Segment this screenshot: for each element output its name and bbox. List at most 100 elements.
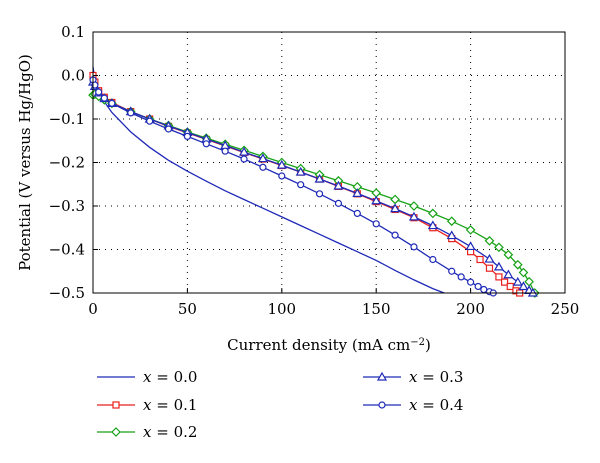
- legend-label: x = 0.3: [409, 368, 463, 386]
- data-point: [429, 255, 437, 264]
- series-3: [87, 76, 538, 297]
- data-point: [427, 208, 438, 219]
- legend-label: x = 0.1: [143, 396, 197, 414]
- data-point: [127, 109, 135, 117]
- data-point: [276, 159, 287, 169]
- data-point: [465, 225, 476, 235]
- legend-item-4: x = 0.4: [363, 396, 463, 414]
- data-point: [314, 173, 325, 183]
- data-point: [518, 267, 529, 278]
- data-point: [164, 125, 173, 133]
- data-point: [297, 181, 305, 189]
- x-axis-title-tail: ): [425, 336, 431, 354]
- legend-marker: [112, 401, 120, 409]
- data-point: [240, 155, 248, 163]
- data-point: [202, 140, 210, 148]
- series-line: [92, 75, 521, 294]
- data-point: [512, 259, 523, 270]
- legend-item-1: x = 0.1: [97, 396, 197, 414]
- data-point: [295, 166, 306, 176]
- legend-item-0: x = 0.0: [97, 368, 197, 386]
- series-4: [89, 76, 497, 297]
- legend-label-var: x: [409, 396, 418, 414]
- grid-lines: [93, 32, 565, 293]
- x-tick-label: 200: [456, 300, 485, 318]
- data-point: [278, 172, 286, 180]
- x-tick-label: 0: [88, 300, 98, 318]
- y-tick-label: 0.1: [61, 23, 85, 41]
- legend-label-rest: = 0.0: [151, 368, 197, 386]
- y-tick-label: −0.1: [49, 110, 85, 128]
- data-point: [476, 255, 484, 264]
- data-point: [427, 220, 438, 230]
- y-tick-label: −0.2: [49, 154, 85, 172]
- legend-label-var: x: [143, 396, 152, 414]
- y-tick-label: −0.3: [49, 197, 85, 215]
- series-1: [89, 71, 524, 297]
- data-point: [95, 88, 103, 96]
- data-point: [100, 94, 108, 102]
- data-point: [518, 281, 529, 291]
- data-point: [493, 261, 504, 271]
- legend: x = 0.0x = 0.1x = 0.2x = 0.3x = 0.4: [97, 368, 463, 441]
- legend-label-rest: = 0.2: [151, 423, 197, 441]
- legend-item-3: x = 0.3: [363, 368, 463, 386]
- data-point: [467, 278, 475, 286]
- data-point: [512, 276, 523, 286]
- data-point: [524, 276, 534, 287]
- y-tick-label: 0.0: [61, 67, 85, 85]
- x-axis-title-main: Current density (mA cm: [227, 336, 410, 354]
- data-point: [108, 99, 116, 107]
- legend-label: x = 0.2: [143, 423, 197, 441]
- data-point: [146, 117, 154, 125]
- data-point: [183, 132, 191, 140]
- data-point: [484, 253, 495, 263]
- legend-label-rest: = 0.3: [417, 368, 463, 386]
- data-point: [390, 194, 400, 205]
- x-tick-label: 250: [551, 300, 580, 318]
- legend-label-var: x: [409, 368, 418, 386]
- series-line: [92, 93, 536, 294]
- data-point: [448, 267, 456, 275]
- x-axis-title-sup: −2: [410, 337, 425, 348]
- data-point: [257, 153, 268, 163]
- y-axis-title: Potential (V versus Hg/HgO): [16, 54, 34, 271]
- plot-frame: [92, 31, 566, 294]
- legend-label: x = 0.0: [143, 368, 197, 386]
- data-point: [391, 231, 399, 239]
- data-point: [408, 211, 419, 221]
- data-point: [352, 188, 363, 197]
- data-point: [485, 264, 494, 272]
- data-point: [506, 282, 514, 291]
- data-point: [410, 243, 418, 251]
- legend-label-rest: = 0.1: [151, 396, 197, 414]
- x-tick-label: 150: [362, 300, 391, 318]
- data-point: [465, 241, 476, 251]
- y-tick-label: −0.5: [49, 284, 85, 302]
- series-line: [92, 66, 445, 294]
- axis-ticks: 0 50 100 150 200 250 0.1 0.0 −0.1 −0.2 −0.3 −0.4 −0.…: [49, 23, 580, 318]
- data-point: [474, 282, 482, 291]
- data-point: [353, 209, 361, 217]
- legend-item-2: x = 0.2: [97, 423, 197, 441]
- data-point: [372, 220, 380, 228]
- legend-marker: [376, 371, 388, 381]
- series-line: [92, 81, 534, 294]
- legend-label-var: x: [143, 423, 152, 441]
- legend-label-var: x: [143, 368, 152, 386]
- data-point: [503, 249, 514, 260]
- data-point: [503, 269, 514, 279]
- legend-marker: [378, 401, 386, 409]
- data-point: [259, 163, 267, 171]
- x-tick-label: 100: [267, 300, 296, 318]
- legend-label-rest: = 0.4: [417, 396, 463, 414]
- data-point: [500, 278, 509, 286]
- series-0: [92, 66, 445, 294]
- legend-marker: [111, 427, 121, 437]
- x-tick-label: 50: [178, 300, 197, 318]
- data-point: [495, 273, 503, 281]
- data-point: [484, 235, 495, 246]
- data-point: [390, 203, 401, 213]
- data-point: [333, 180, 344, 190]
